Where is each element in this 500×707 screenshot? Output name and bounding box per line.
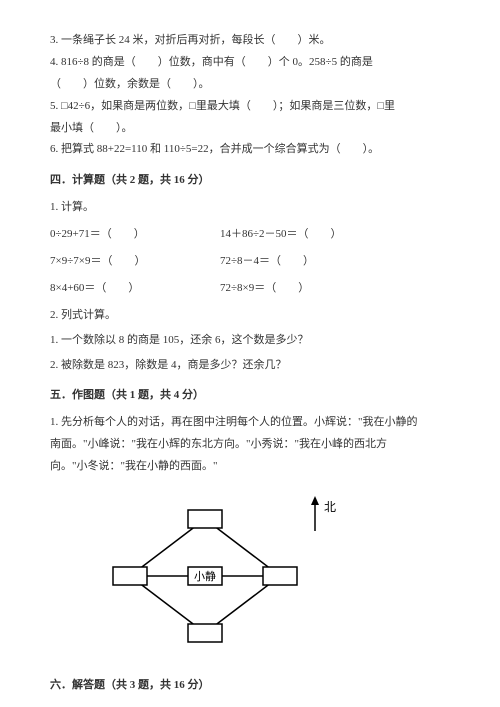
box-top bbox=[188, 510, 222, 528]
section-4-sub2-title: 2. 列式计算。 bbox=[50, 305, 450, 326]
calc-3-right: 72÷8×9＝（ ） bbox=[220, 278, 309, 299]
question-3: 3. 一条绳子长 24 米，对折后再对折，每段长（ ）米。 bbox=[50, 30, 450, 51]
box-right bbox=[263, 567, 297, 585]
calc-1-left: 0÷29+71＝（ ） bbox=[50, 224, 220, 245]
section-4-sub2-q1: 1. 一个数除以 8 的商是 105，还余 6，这个数是多少？ bbox=[50, 330, 450, 351]
calc-2-left: 7×9÷7×9＝（ ） bbox=[50, 251, 220, 272]
calc-3-left: 8×4+60＝（ ） bbox=[50, 278, 220, 299]
section-5-q1-line1: 1. 先分析每个人的对话，再在图中注明每个人的位置。小辉说："我在小静的 bbox=[50, 412, 450, 433]
north-arrow-head bbox=[311, 496, 319, 505]
section-5-q1-line2: 南面。"小峰说："我在小辉的东北方向。"小秀说："我在小峰的西北方 bbox=[50, 434, 450, 455]
question-5-line2: 最小填（ ）。 bbox=[50, 118, 450, 139]
section-4-title: 四．计算题（共 2 题，共 16 分） bbox=[50, 170, 450, 191]
north-label: 北 bbox=[324, 500, 336, 514]
calc-1-right: 14＋86÷2－50＝（ ） bbox=[220, 224, 342, 245]
section-6-title: 六．解答题（共 3 题，共 16 分） bbox=[50, 675, 450, 696]
section-4-sub1-title: 1. 计算。 bbox=[50, 197, 450, 218]
section-5-q1-line3: 向。"小冬说："我在小静的西面。" bbox=[50, 456, 450, 477]
center-label: 小静 bbox=[194, 569, 216, 583]
section-4-sub2-q2: 2. 被除数是 823，除数是 4，商是多少？还余几？ bbox=[50, 355, 450, 376]
box-bottom bbox=[188, 624, 222, 642]
calc-2-right: 72÷8－4＝（ ） bbox=[220, 251, 314, 272]
question-4-line2: （ ）位数，余数是（ ）。 bbox=[50, 74, 450, 95]
direction-diagram: 北 小静 bbox=[110, 491, 450, 661]
question-4-line1: 4. 816÷8 的商是（ ）位数，商中有（ ）个 0。258÷5 的商是 bbox=[50, 52, 450, 73]
question-6: 6. 把算式 88+22=110 和 110÷5=22，合并成一个综合算式为（ … bbox=[50, 139, 450, 160]
box-left bbox=[113, 567, 147, 585]
section-5-title: 五．作图题（共 1 题，共 4 分） bbox=[50, 385, 450, 406]
question-5-line1: 5. □42÷6，如果商是两位数，□里最大填（ ）；如果商是三位数，□里 bbox=[50, 96, 450, 117]
